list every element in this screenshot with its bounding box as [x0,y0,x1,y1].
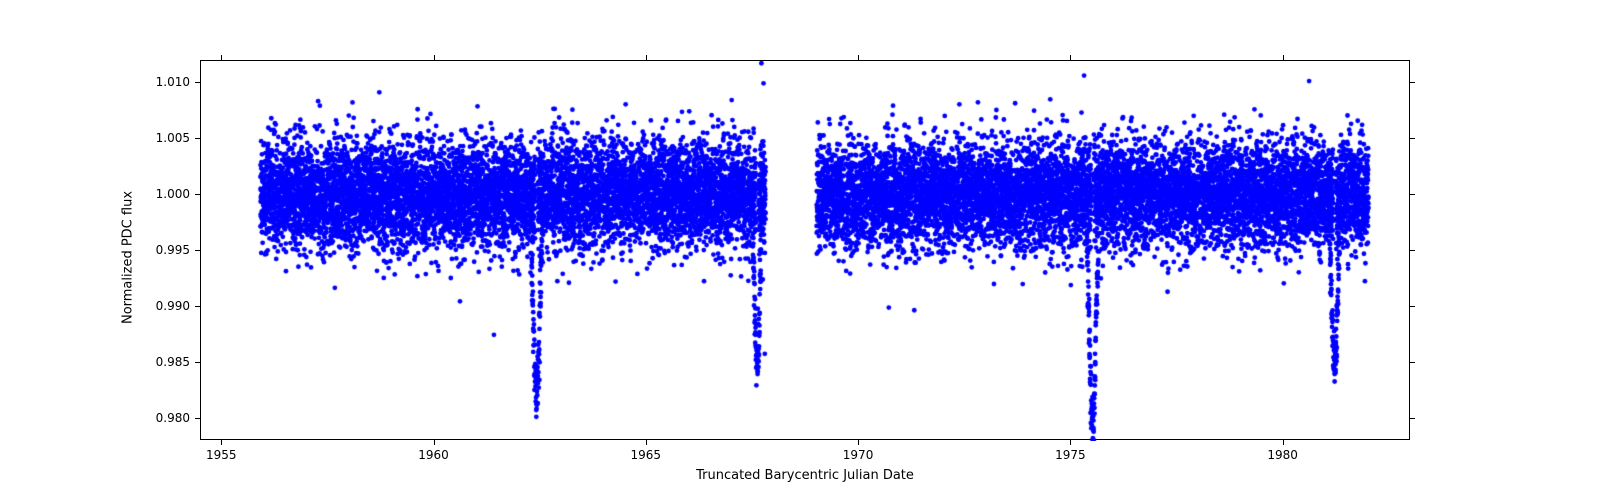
y-tick-label: 1.000 [156,187,190,201]
scatter-points-canvas [201,61,1411,441]
y-axis-label: Normalized PDC flux [121,191,136,324]
x-tick-mark [858,55,859,60]
y-tick-mark [195,362,200,363]
x-tick-mark [646,440,647,445]
y-tick-mark [195,138,200,139]
y-tick-mark [1410,82,1415,83]
x-tick-mark [221,55,222,60]
y-tick-label: 0.980 [156,411,190,425]
x-tick-mark [221,440,222,445]
y-tick-mark [1410,418,1415,419]
y-tick-mark [1410,250,1415,251]
y-tick-mark [1410,362,1415,363]
x-tick-mark [434,55,435,60]
x-tick-mark [858,440,859,445]
x-tick-label: 1975 [1055,448,1086,462]
y-tick-mark [195,194,200,195]
x-tick-label: 1960 [418,448,449,462]
y-tick-label: 1.005 [156,131,190,145]
y-tick-mark [1410,138,1415,139]
x-tick-mark [646,55,647,60]
scatter-plot-axes [200,60,1410,440]
y-tick-label: 1.010 [156,75,190,89]
x-tick-label: 1955 [206,448,237,462]
x-tick-mark [434,440,435,445]
y-tick-mark [1410,306,1415,307]
y-tick-label: 0.995 [156,243,190,257]
x-tick-label: 1970 [843,448,874,462]
y-tick-mark [195,418,200,419]
x-tick-mark [1283,440,1284,445]
x-tick-mark [1283,55,1284,60]
x-axis-label: Truncated Barycentric Julian Date [696,468,914,483]
y-tick-mark [1410,194,1415,195]
y-tick-label: 0.990 [156,299,190,313]
y-tick-label: 0.985 [156,355,190,369]
x-tick-mark [1070,440,1071,445]
x-tick-mark [1070,55,1071,60]
x-tick-label: 1980 [1267,448,1298,462]
figure: 1955 1960 1965 1970 1975 1980 0.980 0.985 0.990… [0,0,1600,500]
y-tick-mark [195,250,200,251]
y-tick-mark [195,82,200,83]
x-tick-label: 1965 [631,448,662,462]
y-tick-mark [195,306,200,307]
